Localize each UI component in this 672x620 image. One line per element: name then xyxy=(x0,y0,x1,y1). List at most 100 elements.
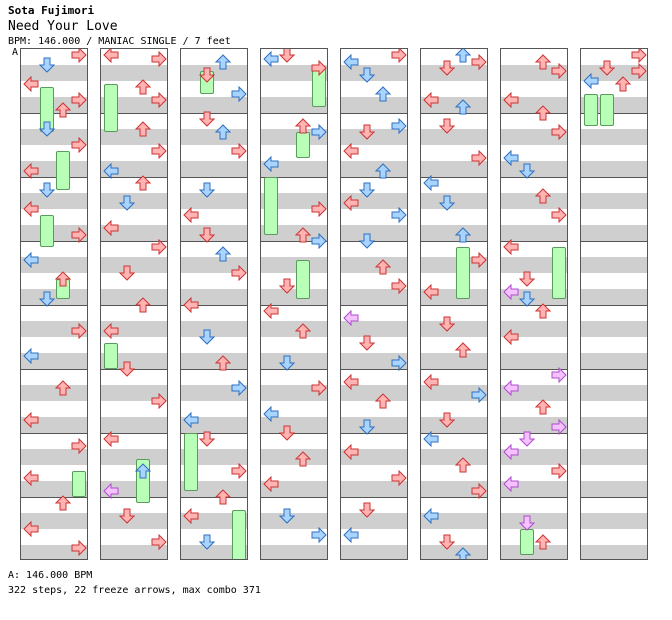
beat-band xyxy=(581,225,647,241)
down-arrow-icon xyxy=(39,57,55,73)
measure-line xyxy=(341,305,407,306)
beat-band xyxy=(21,97,87,113)
left-arrow-icon xyxy=(23,412,39,429)
down-arrow-icon xyxy=(359,502,375,518)
beat-band xyxy=(181,193,247,209)
freeze-arrow xyxy=(104,343,118,369)
beat-band xyxy=(181,161,247,177)
freeze-arrow xyxy=(552,247,566,299)
right-arrow-icon xyxy=(551,124,567,141)
beat-band xyxy=(421,225,487,241)
down-arrow-icon xyxy=(279,278,295,294)
measure-line xyxy=(421,177,487,178)
measure-line xyxy=(101,113,167,114)
left-arrow-icon xyxy=(263,303,279,320)
beat-band xyxy=(421,129,487,145)
measure-line xyxy=(501,305,567,306)
measure-line xyxy=(101,241,167,242)
measure-line xyxy=(421,305,487,306)
left-arrow-icon xyxy=(103,220,119,237)
beat-band xyxy=(421,353,487,369)
measure-line xyxy=(261,177,327,178)
measure-line xyxy=(501,241,567,242)
measure-line xyxy=(581,369,647,370)
beat-band xyxy=(581,193,647,209)
up-arrow-icon xyxy=(535,303,551,319)
beat-band xyxy=(341,257,407,273)
up-arrow-icon xyxy=(375,162,391,179)
beat-band xyxy=(261,289,327,305)
beat-band xyxy=(581,513,647,529)
measure-line xyxy=(341,113,407,114)
left-arrow-icon xyxy=(103,431,119,448)
up-arrow-icon xyxy=(55,102,71,118)
down-arrow-icon xyxy=(439,534,455,550)
beat-band xyxy=(581,545,647,559)
beat-band xyxy=(101,193,167,209)
right-arrow-icon xyxy=(311,201,327,217)
beat-band xyxy=(341,417,407,433)
down-arrow-icon xyxy=(199,534,215,550)
right-arrow-icon xyxy=(391,207,407,224)
measure-line xyxy=(421,433,487,434)
beat-band xyxy=(581,321,647,337)
measure-line xyxy=(261,497,327,498)
left-arrow-icon xyxy=(23,252,39,269)
beat-band xyxy=(21,545,87,559)
beat-band xyxy=(421,193,487,209)
beat-band xyxy=(421,161,487,177)
left-arrow-icon xyxy=(343,373,359,390)
down-arrow-icon xyxy=(599,60,615,76)
left-arrow-icon xyxy=(23,162,39,179)
down-arrow-icon xyxy=(439,412,455,428)
beat-band xyxy=(101,257,167,273)
up-arrow-icon xyxy=(375,258,391,275)
beat-band xyxy=(341,97,407,113)
right-arrow-icon xyxy=(71,437,87,454)
chart-column xyxy=(580,48,648,560)
down-arrow-icon xyxy=(199,67,215,83)
beat-band xyxy=(421,481,487,497)
right-arrow-icon xyxy=(471,149,487,166)
beat-band xyxy=(341,65,407,81)
up-arrow-icon xyxy=(55,271,71,287)
left-arrow-icon xyxy=(183,297,199,313)
beat-band xyxy=(21,129,87,145)
up-arrow-icon xyxy=(535,188,551,204)
right-arrow-icon xyxy=(311,527,327,544)
right-arrow-icon xyxy=(231,143,247,160)
up-arrow-icon xyxy=(535,54,551,70)
measure-line xyxy=(581,241,647,242)
down-arrow-icon xyxy=(359,233,375,249)
up-arrow-icon xyxy=(455,546,471,559)
right-arrow-icon xyxy=(471,53,487,70)
beat-band xyxy=(581,161,647,177)
up-arrow-icon xyxy=(295,450,311,467)
beat-band xyxy=(21,193,87,209)
left-arrow-icon xyxy=(103,482,119,499)
measure-line xyxy=(261,241,327,242)
left-arrow-icon xyxy=(343,309,359,326)
beat-band xyxy=(181,97,247,113)
down-arrow-icon xyxy=(519,271,535,288)
up-arrow-icon xyxy=(135,463,151,479)
measure-line xyxy=(581,113,647,114)
beat-band xyxy=(21,481,87,497)
right-arrow-icon xyxy=(551,207,567,224)
down-arrow-icon xyxy=(279,355,295,371)
right-arrow-icon xyxy=(231,380,247,397)
up-arrow-icon xyxy=(455,457,471,473)
beat-band xyxy=(421,65,487,81)
beat-band xyxy=(501,513,567,529)
down-arrow-icon xyxy=(359,182,375,198)
measure-line xyxy=(181,369,247,370)
left-arrow-icon xyxy=(23,76,39,93)
up-arrow-icon xyxy=(135,175,151,191)
down-arrow-icon xyxy=(119,508,135,524)
chart-column xyxy=(20,48,88,560)
freeze-arrow xyxy=(184,433,198,491)
right-arrow-icon xyxy=(71,49,87,64)
artist-name: Sota Fujimori xyxy=(8,4,95,17)
right-arrow-icon xyxy=(391,117,407,134)
down-arrow-icon xyxy=(39,291,55,307)
